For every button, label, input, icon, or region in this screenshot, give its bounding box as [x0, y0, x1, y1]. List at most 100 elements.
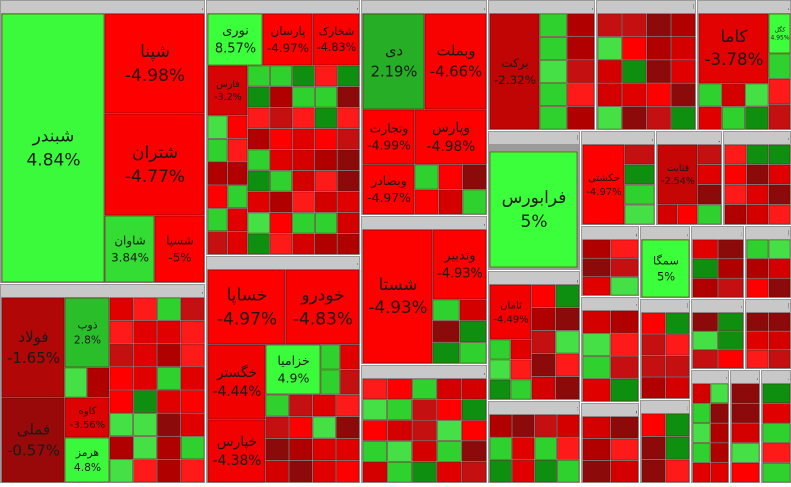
small-tile [362, 462, 387, 483]
small-tile [270, 233, 292, 255]
small-tile [671, 106, 696, 130]
small-tile [624, 204, 655, 225]
small-tile [270, 128, 292, 150]
small-tile [762, 383, 791, 403]
sector-title: سرمایه گذاریها [693, 3, 739, 12]
small-tile [414, 164, 439, 190]
tile-name: کاوه [79, 406, 97, 417]
sector-header [641, 227, 689, 239]
small-tile [512, 437, 535, 460]
small-tile [207, 231, 228, 255]
small-tile [665, 334, 690, 356]
small-tile [362, 420, 387, 441]
small-tile [718, 278, 744, 298]
tile-change: 3.84% [111, 250, 149, 264]
small-tile [270, 170, 292, 192]
small-tile [227, 115, 248, 139]
small-tile [437, 378, 462, 399]
tile [104, 113, 205, 216]
small-tile [510, 379, 532, 400]
sector-title: ساخت مح [687, 403, 719, 412]
small-tile [227, 208, 248, 231]
small-tile [698, 106, 722, 130]
tile [362, 109, 415, 165]
small-tile [582, 379, 611, 402]
small-tile [157, 297, 181, 321]
tile [657, 144, 698, 205]
small-tile [768, 79, 791, 104]
small-tile [671, 60, 696, 83]
small-tile [337, 212, 360, 234]
small-tile [289, 416, 313, 439]
small-tile [247, 128, 270, 150]
small-tile [312, 460, 336, 483]
tile-change: -2.32% [494, 73, 536, 87]
small-tile [227, 139, 248, 162]
small-tile [622, 106, 647, 130]
small-tile [582, 416, 611, 439]
small-tile [597, 13, 622, 37]
small-tile [665, 312, 690, 334]
small-tile [746, 278, 769, 298]
tile [698, 13, 769, 84]
small-tile [320, 344, 340, 370]
small-tile [622, 60, 647, 83]
small-tile [336, 438, 360, 461]
tile-change: -4.98% [125, 66, 185, 86]
small-tile [438, 164, 463, 190]
tile [154, 215, 205, 283]
small-tile [768, 144, 791, 165]
tile-change: -4.44% [213, 384, 262, 400]
tile-name: شسپا [166, 234, 194, 248]
tile-name: خگستر [216, 364, 257, 381]
small-tile [665, 459, 690, 483]
sector-header [362, 217, 486, 229]
small-tile [768, 184, 791, 205]
small-tile [697, 204, 722, 225]
small-tile [247, 86, 270, 108]
sector-header [1, 1, 204, 13]
sector-header [362, 1, 486, 13]
tile-name: وبملت [436, 43, 475, 60]
small-tile [315, 149, 337, 171]
tile [582, 144, 625, 225]
small-tile [531, 307, 556, 331]
tile-name: خزامیا [277, 353, 309, 369]
small-tile [641, 459, 666, 483]
tile [1, 297, 65, 398]
sector-header [489, 402, 579, 414]
tile [104, 215, 155, 283]
small-tile [227, 231, 248, 255]
small-tile [745, 106, 769, 130]
small-tile [697, 164, 722, 185]
small-tile [510, 359, 532, 380]
small-tile [582, 333, 611, 356]
tile-name: شستا [379, 275, 418, 294]
tile [432, 229, 487, 300]
sector-title: کاشی و سرا [788, 302, 791, 311]
small-tile [610, 277, 639, 296]
small-tile [157, 436, 181, 460]
small-tile [692, 423, 711, 443]
sector-title: فلزات اساسی [202, 287, 247, 296]
small-tile [462, 462, 487, 483]
sector-title: بیمه و صندوق [636, 229, 679, 238]
small-tile [270, 107, 292, 129]
tile-change: 4.84% [26, 150, 80, 170]
small-tile [718, 312, 744, 331]
small-tile [87, 367, 110, 398]
small-tile [692, 239, 718, 259]
small-tile [746, 144, 769, 165]
small-tile [762, 443, 791, 463]
small-tile [437, 420, 462, 441]
small-tile [762, 423, 791, 443]
small-tile [292, 86, 315, 108]
sector-header [489, 132, 579, 144]
small-tile [697, 184, 722, 205]
small-tile [337, 65, 360, 87]
small-tile [432, 342, 460, 364]
small-tile [337, 128, 360, 150]
sector-title: زراعت [636, 300, 658, 309]
small-tile [718, 259, 744, 278]
